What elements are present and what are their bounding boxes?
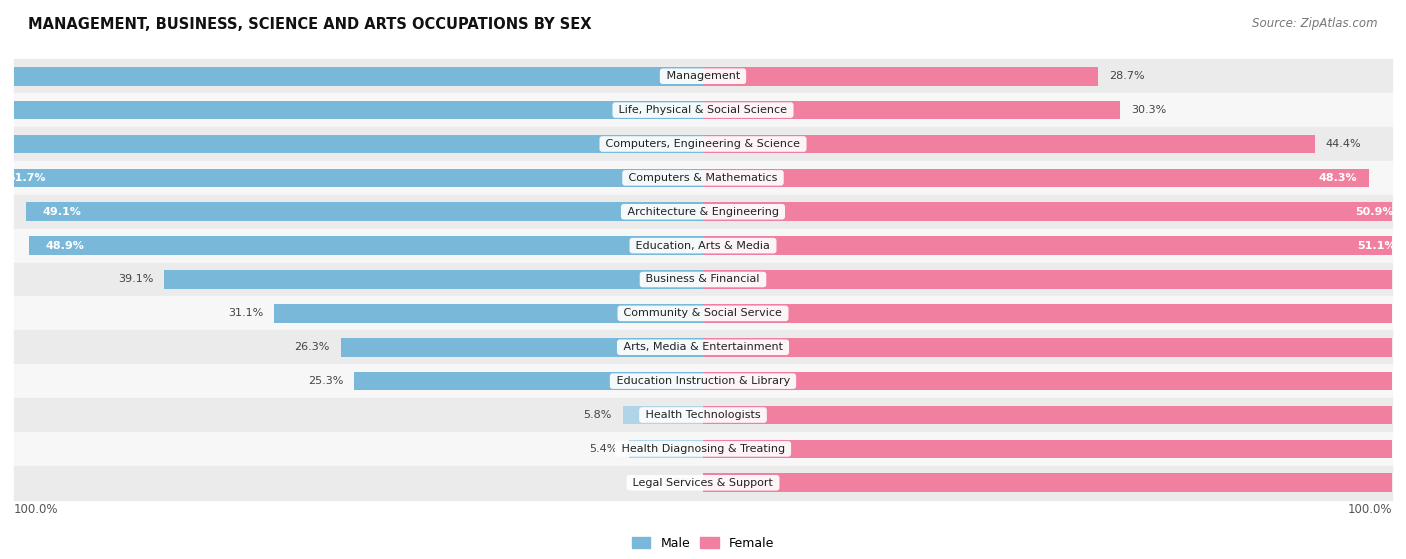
Text: Source: ZipAtlas.com: Source: ZipAtlas.com <box>1253 17 1378 30</box>
Bar <box>14 195 1392 229</box>
Bar <box>14 330 1392 364</box>
Bar <box>0 169 703 187</box>
Text: Computers & Mathematics: Computers & Mathematics <box>626 173 780 183</box>
Text: Health Diagnosing & Treating: Health Diagnosing & Treating <box>617 444 789 454</box>
Bar <box>703 304 1406 323</box>
Legend: Male, Female: Male, Female <box>627 532 779 555</box>
Bar <box>703 439 1406 458</box>
Text: Education Instruction & Library: Education Instruction & Library <box>613 376 793 386</box>
Bar <box>14 93 1392 127</box>
Bar <box>0 101 703 120</box>
Bar <box>703 236 1406 255</box>
Bar <box>165 270 703 289</box>
Text: 0.0%: 0.0% <box>664 478 692 488</box>
Bar <box>703 67 1098 86</box>
Bar <box>14 364 1392 398</box>
Bar <box>340 338 703 357</box>
Bar <box>703 372 1406 390</box>
Text: 30.3%: 30.3% <box>1132 105 1167 115</box>
Bar <box>14 161 1392 195</box>
Text: 25.3%: 25.3% <box>308 376 343 386</box>
Text: 100.0%: 100.0% <box>1347 503 1392 516</box>
Bar <box>703 135 1315 153</box>
Bar <box>703 338 1406 357</box>
Text: 51.7%: 51.7% <box>7 173 45 183</box>
Text: 31.1%: 31.1% <box>228 309 263 319</box>
Bar <box>14 432 1392 466</box>
Bar <box>14 263 1392 296</box>
Text: Health Technologists: Health Technologists <box>643 410 763 420</box>
Text: MANAGEMENT, BUSINESS, SCIENCE AND ARTS OCCUPATIONS BY SEX: MANAGEMENT, BUSINESS, SCIENCE AND ARTS O… <box>28 17 592 32</box>
Bar <box>30 236 703 255</box>
Bar <box>703 101 1121 120</box>
Text: 49.1%: 49.1% <box>44 207 82 217</box>
Bar <box>14 127 1392 161</box>
Bar <box>703 202 1405 221</box>
Text: 51.1%: 51.1% <box>1358 240 1396 250</box>
Text: Management: Management <box>662 71 744 81</box>
Bar <box>628 439 703 458</box>
Text: Architecture & Engineering: Architecture & Engineering <box>624 207 782 217</box>
Bar <box>274 304 703 323</box>
Text: Community & Social Service: Community & Social Service <box>620 309 786 319</box>
Text: 28.7%: 28.7% <box>1109 71 1144 81</box>
Text: 48.3%: 48.3% <box>1319 173 1358 183</box>
Bar <box>703 406 1406 424</box>
Bar <box>27 202 703 221</box>
Bar <box>0 67 703 86</box>
Text: 44.4%: 44.4% <box>1326 139 1361 149</box>
Text: 50.9%: 50.9% <box>1355 207 1393 217</box>
Text: Education, Arts & Media: Education, Arts & Media <box>633 240 773 250</box>
Bar <box>14 296 1392 330</box>
Text: 5.4%: 5.4% <box>589 444 617 454</box>
Bar <box>14 229 1392 263</box>
Bar <box>0 135 703 153</box>
Text: 5.8%: 5.8% <box>583 410 612 420</box>
Text: Arts, Media & Entertainment: Arts, Media & Entertainment <box>620 342 786 352</box>
Text: 26.3%: 26.3% <box>294 342 329 352</box>
Bar <box>703 473 1406 492</box>
Text: Life, Physical & Social Science: Life, Physical & Social Science <box>616 105 790 115</box>
Text: 48.9%: 48.9% <box>46 240 84 250</box>
Bar <box>14 466 1392 500</box>
Bar <box>703 270 1406 289</box>
Text: 100.0%: 100.0% <box>14 503 59 516</box>
Bar <box>354 372 703 390</box>
Bar <box>14 398 1392 432</box>
Text: 39.1%: 39.1% <box>118 274 153 285</box>
Bar <box>623 406 703 424</box>
Bar <box>14 59 1392 93</box>
Bar <box>703 169 1368 187</box>
Text: Computers, Engineering & Science: Computers, Engineering & Science <box>602 139 804 149</box>
Text: Business & Financial: Business & Financial <box>643 274 763 285</box>
Text: Legal Services & Support: Legal Services & Support <box>630 478 776 488</box>
